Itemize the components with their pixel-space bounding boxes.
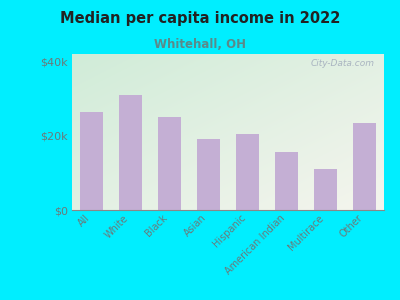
Bar xyxy=(80,112,103,210)
Bar xyxy=(275,152,298,210)
Text: Median per capita income in 2022: Median per capita income in 2022 xyxy=(60,11,340,26)
Bar xyxy=(236,134,259,210)
Bar xyxy=(119,95,142,210)
Bar xyxy=(314,169,337,210)
Bar xyxy=(197,140,220,210)
Bar xyxy=(158,117,181,210)
Bar xyxy=(353,123,376,210)
Text: Whitehall, OH: Whitehall, OH xyxy=(154,38,246,50)
Text: City-Data.com: City-Data.com xyxy=(311,59,375,68)
